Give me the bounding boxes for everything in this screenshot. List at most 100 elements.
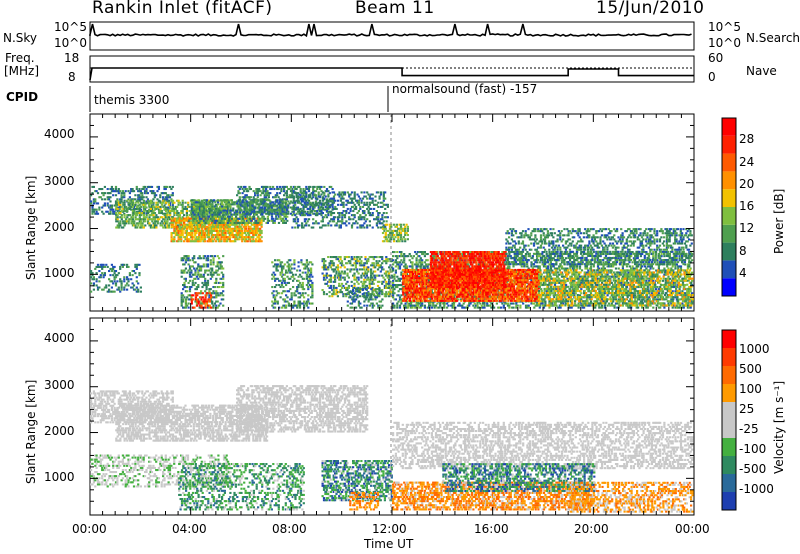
power-cell — [375, 191, 378, 194]
power-cell — [208, 300, 211, 303]
power-cell — [379, 191, 383, 194]
power-cell — [260, 221, 263, 224]
power-cell — [106, 198, 109, 201]
power-cell — [98, 276, 101, 279]
power-cell — [209, 271, 212, 274]
power-cell — [96, 265, 100, 268]
power-cell — [124, 205, 128, 208]
power-cell — [363, 201, 366, 204]
power-cell — [114, 185, 118, 188]
power-cell — [201, 223, 204, 226]
power-cell — [219, 265, 222, 268]
power-cell — [98, 265, 101, 268]
power-cell — [171, 192, 174, 195]
power-cell — [171, 205, 175, 208]
power-cell — [346, 289, 349, 292]
power-cell — [229, 205, 232, 208]
power-cell — [335, 293, 338, 296]
power-cell — [370, 214, 373, 217]
power-cell — [218, 294, 221, 297]
power-cell — [199, 209, 202, 212]
power-cell — [414, 251, 417, 254]
power-cell — [401, 238, 404, 241]
power-cell — [192, 229, 195, 232]
power-cell — [194, 229, 197, 232]
power-cell — [255, 188, 258, 191]
power-cell — [180, 210, 183, 213]
power-cell — [366, 224, 369, 227]
power-cell — [222, 207, 225, 210]
power-cell — [95, 278, 98, 281]
power-cell — [166, 212, 169, 215]
power-cell — [141, 198, 144, 201]
power-cell — [237, 203, 240, 206]
power-cell — [218, 219, 221, 222]
power-cell — [398, 265, 402, 268]
power-cell — [404, 240, 407, 243]
power-cell — [332, 207, 336, 210]
power-cell — [195, 232, 198, 235]
power-cell — [215, 296, 218, 299]
power-cell — [153, 222, 157, 225]
power-cell — [258, 204, 261, 207]
power-cell — [307, 194, 311, 197]
power-cell — [281, 204, 284, 207]
power-cell — [253, 232, 256, 235]
power-cell — [199, 217, 202, 220]
power-cell — [185, 225, 188, 228]
power-cell — [275, 267, 278, 270]
power-cell — [251, 204, 254, 207]
power-cell — [135, 286, 138, 289]
power-cell — [193, 284, 196, 287]
power-cell — [382, 203, 385, 206]
power-cell — [406, 229, 409, 232]
power-cell — [202, 210, 205, 213]
power-cell — [246, 236, 249, 239]
power-cell — [194, 271, 197, 274]
power-cell — [227, 236, 230, 239]
power-cell — [212, 296, 215, 299]
power-cell — [294, 273, 297, 276]
power-cell — [245, 196, 248, 199]
power-cell — [244, 212, 247, 215]
power-cell — [223, 214, 226, 217]
power-cell — [185, 238, 188, 241]
power-cell — [308, 277, 311, 280]
power-cell — [187, 257, 190, 260]
power-cell — [283, 205, 286, 208]
power-cell — [328, 192, 331, 195]
power-cell — [307, 271, 310, 274]
power-cell — [153, 196, 156, 199]
power-cell — [375, 203, 378, 206]
power-cell — [173, 219, 176, 222]
power-cell — [209, 229, 212, 232]
power-cell — [370, 288, 373, 291]
power-cell — [334, 193, 337, 196]
power-cell — [340, 291, 344, 294]
power-cell — [342, 295, 345, 298]
power-cell — [135, 280, 138, 283]
power-cell — [368, 224, 371, 227]
power-cell — [144, 205, 147, 208]
power-cell — [282, 265, 285, 268]
power-cell — [238, 223, 241, 226]
power-cell — [411, 263, 414, 266]
power-cell — [142, 185, 145, 188]
power-cell — [170, 210, 173, 213]
power-cell — [119, 210, 122, 213]
power-cell — [106, 188, 109, 191]
power-cell — [211, 205, 214, 208]
power-cell — [317, 201, 320, 204]
power-cell — [260, 219, 263, 222]
power-cell — [292, 212, 295, 215]
power-cell — [360, 260, 363, 263]
power-cell — [205, 227, 208, 230]
power-cell — [134, 216, 137, 219]
power-cell — [182, 271, 185, 274]
power-cell — [96, 212, 100, 215]
power-cell — [348, 212, 351, 215]
power-cell — [367, 193, 370, 196]
power-cell — [263, 190, 266, 193]
power-cell — [213, 281, 216, 284]
power-cell — [188, 210, 191, 213]
